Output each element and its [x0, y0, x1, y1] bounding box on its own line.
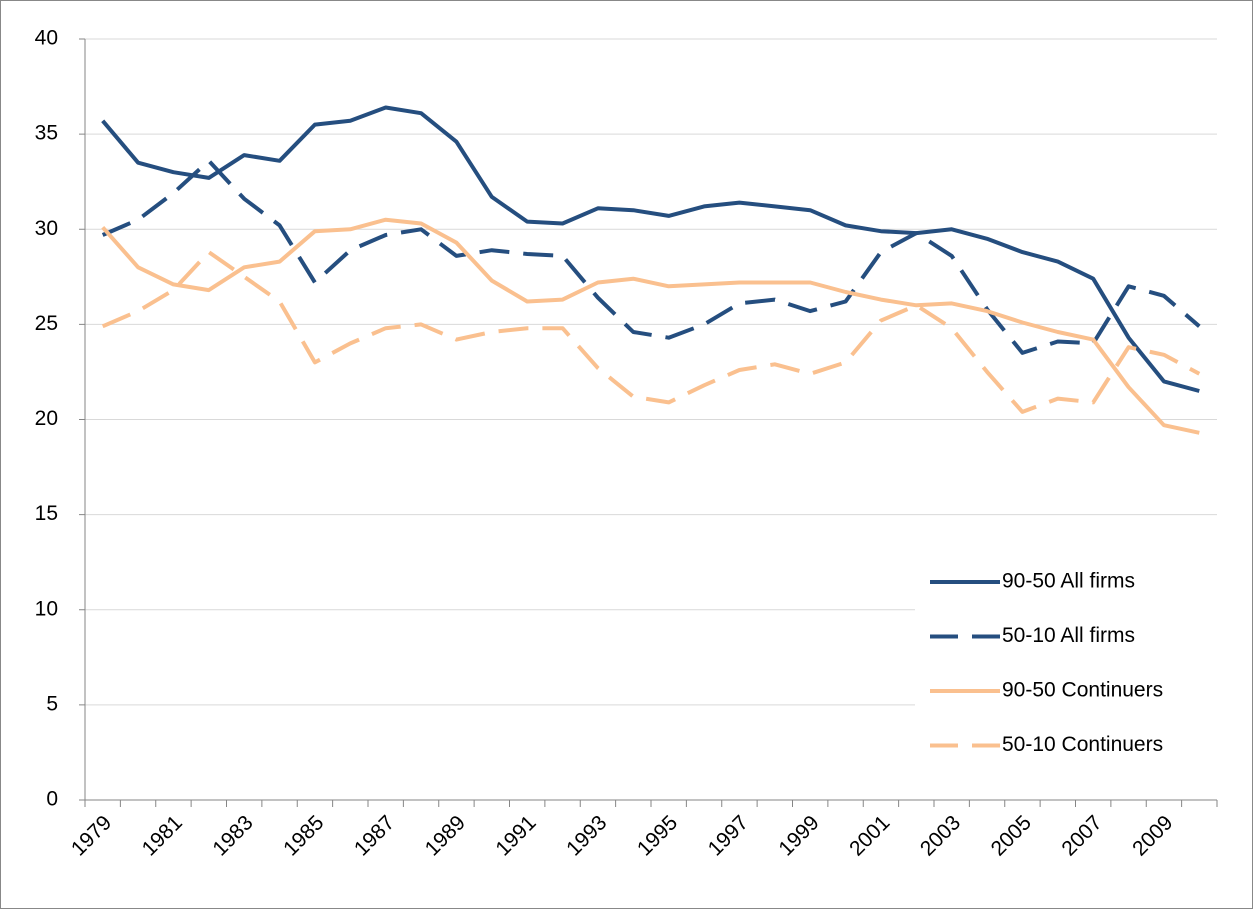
y-tick-label: 5 — [46, 692, 58, 715]
legend-label: 50-10 All firms — [1002, 624, 1135, 647]
y-tick-label: 20 — [35, 407, 58, 430]
y-tick-label: 0 — [46, 788, 58, 811]
data-line — [101, 250, 1201, 414]
data-line — [101, 217, 1200, 435]
legend: 90-50 All firms 50-10 All firms 90-50 Cont… — [915, 565, 1240, 780]
data-line — [101, 105, 1200, 393]
legend-box — [915, 565, 1240, 780]
data-line — [101, 158, 1201, 355]
legend-label: 50-10 Continuers — [1002, 733, 1163, 756]
legend-label: 90-50 All firms — [1002, 570, 1135, 593]
legend-label: 90-50 Continuers — [1002, 679, 1163, 702]
y-tick-label: 10 — [35, 597, 58, 620]
y-tick-label: 15 — [35, 502, 58, 525]
y-tick-label: 30 — [35, 217, 58, 240]
y-tick-label: 35 — [35, 122, 58, 145]
y-tick-label: 40 — [35, 27, 58, 50]
y-tick-label: 25 — [35, 312, 58, 335]
